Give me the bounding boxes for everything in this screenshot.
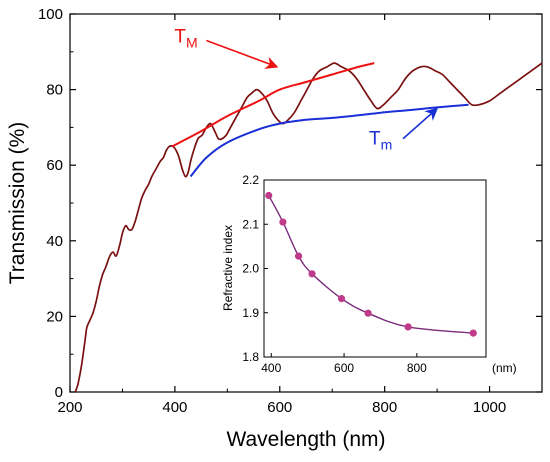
y-tick-label: 80 [46, 82, 63, 99]
x-tick-label: 1000 [473, 399, 506, 416]
inset-y-tick-label: 1.8 [242, 350, 259, 364]
y-tick-label: 40 [46, 233, 63, 250]
inset-axis-ticks: 400 600 800 1.8 1.9 2.0 2.1 2.2 [242, 173, 427, 375]
inset-x-tick-label: 400 [261, 361, 281, 375]
inset-y-tick-label: 2.0 [242, 262, 259, 276]
annotation-label-m: Tm [369, 129, 392, 153]
x-tick-label: 800 [372, 399, 397, 416]
inset-y-tick-label: 2.2 [242, 173, 259, 187]
inset-x-tick-label: 800 [407, 361, 427, 375]
inset-frame [263, 179, 487, 358]
y-axis-title: Transmission (%) [6, 122, 29, 285]
y-tick-label: 60 [46, 157, 63, 174]
main-plot: 200 400 600 800 1000 0 20 40 60 80 100 TM Tm Wavele… [6, 6, 543, 451]
refractive-index-point [294, 252, 303, 260]
inset-x-unit-label: (nm) [492, 361, 517, 375]
annotation-label-M: TM [174, 26, 197, 50]
inset-x-tick-label: 600 [334, 361, 354, 375]
envelope-max-series-line [171, 62, 375, 148]
inset-plot: 400 600 800 1.8 1.9 2.0 2.1 2.2 Refractive inde… [221, 173, 517, 375]
envelope-min-series-line [189, 103, 469, 178]
refractive-index-point [337, 294, 346, 303]
main-axis-ticks: 200 400 600 800 1000 0 20 40 60 80 100 [38, 6, 542, 416]
refractive-index-point [265, 191, 273, 200]
inset-y-tick-label: 1.9 [242, 306, 259, 320]
main-series-layer [74, 62, 543, 393]
refractive-index-point [364, 309, 372, 317]
refractive-index-point [279, 218, 287, 226]
spectrum-series-line [74, 62, 543, 393]
inset-series-layer [265, 191, 477, 337]
y-tick-label: 20 [46, 308, 63, 325]
x-tick-label: 600 [267, 399, 292, 416]
y-tick-label: 0 [55, 384, 63, 401]
inset-y-axis-title: Refractive index [221, 225, 235, 311]
x-axis-title: Wavelength (nm) [226, 428, 385, 451]
refractive-index-point [308, 270, 316, 278]
y-tick-label: 100 [38, 6, 63, 23]
x-tick-label: 400 [162, 399, 187, 416]
main-annotations: TM Tm [174, 26, 439, 153]
inset-y-tick-label: 2.1 [242, 217, 259, 231]
refractive-index-point [404, 323, 412, 331]
refractive-index-point [469, 329, 477, 337]
annotation-arrow-M [206, 39, 279, 69]
annotation-arrow-m [402, 107, 439, 140]
x-tick-label: 200 [57, 399, 82, 416]
